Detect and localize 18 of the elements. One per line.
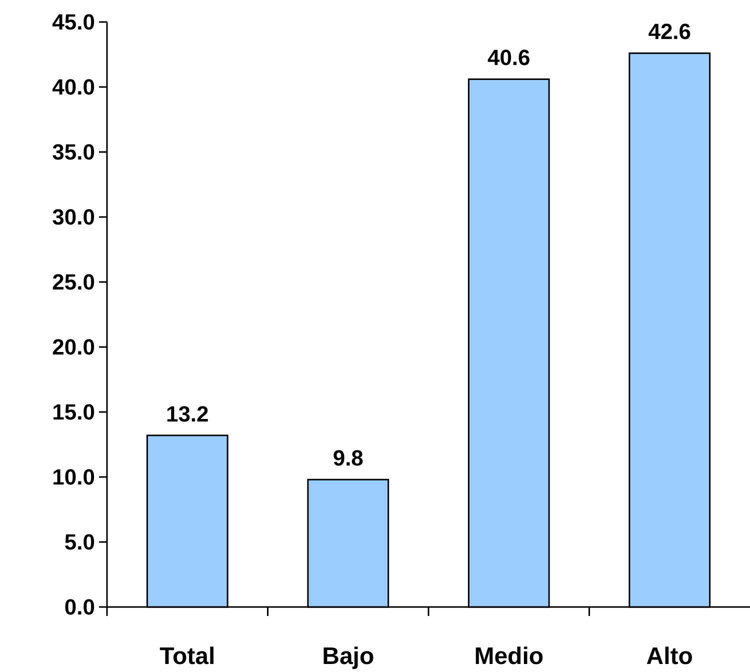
x-tick-label: Bajo [322, 643, 374, 670]
data-label: 42.6 [648, 19, 692, 44]
y-tick-label: 40.0 [52, 74, 95, 100]
y-tick-label: 25.0 [52, 270, 95, 295]
y-tick-label: 5.0 [64, 530, 95, 555]
y-tick-label: 45.0 [52, 10, 95, 35]
y-tick-label: 0.0 [64, 594, 95, 620]
y-tick-label: 20.0 [52, 334, 95, 360]
y-tick-label: 35.0 [52, 140, 95, 165]
x-tick-label: Alto [646, 643, 693, 670]
y-tick-label: 15.0 [52, 400, 95, 425]
y-tick-label: 30.0 [52, 204, 95, 230]
data-label: 9.8 [332, 446, 364, 471]
data-label: 40.6 [487, 45, 530, 70]
x-tick-label: Total [160, 643, 216, 670]
data-label: 13.2 [166, 401, 209, 426]
x-tick-label: Medio [474, 643, 544, 670]
y-tick-label: 10.0 [52, 464, 95, 490]
